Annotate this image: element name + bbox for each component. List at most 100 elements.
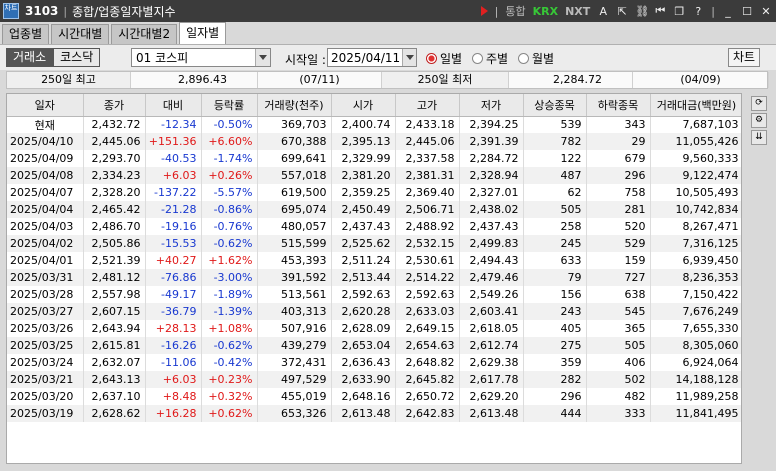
high-250-label: 250일 최고 [7, 72, 131, 88]
cell-date: 2025/03/28 [7, 286, 84, 303]
cell-low: 2,629.20 [459, 388, 524, 405]
table-row[interactable]: 2025/04/03 2,486.70 -19.16 -0.76% 480,057 2,4… [7, 218, 741, 235]
column-header[interactable]: 시가 [331, 94, 396, 117]
font-icon[interactable]: A [599, 4, 608, 18]
tab-bar: 업종별 시간대별 시간대별2 일자별 [0, 22, 776, 44]
cell-change: -12.34 [145, 116, 202, 133]
chart-button[interactable]: 차트 [728, 48, 760, 67]
sector-select[interactable]: 01 코스피 [131, 48, 271, 67]
toolbar: 거래소 코스닥 01 코스피 시작일 : 2025/04/11 일별 주별 월별… [0, 44, 776, 70]
kospi-market-button[interactable]: 거래소 [6, 48, 54, 67]
kosdaq-market-button[interactable]: 코스닥 [53, 48, 101, 67]
cell-change: +16.28 [145, 405, 202, 422]
minimize-icon[interactable]: _ [725, 4, 731, 18]
table-row[interactable]: 2025/04/07 2,328.20 -137.22 -5.57% 619,500 2,… [7, 184, 741, 201]
low-250-label: 250일 최저 [382, 72, 509, 88]
cell-date: 2025/03/31 [7, 269, 84, 286]
table-row[interactable]: 2025/03/21 2,643.13 +6.03 +0.23% 497,529 2,63… [7, 371, 741, 388]
cell-change: +28.13 [145, 320, 202, 337]
low-250-date: (04/09) [633, 72, 769, 88]
help-icon[interactable]: ? [695, 4, 702, 18]
cell-change: +8.48 [145, 388, 202, 405]
column-header[interactable]: 등락률 [201, 94, 258, 117]
maximize-icon[interactable]: ☐ [742, 4, 752, 18]
table-row[interactable]: 2025/04/01 2,521.39 +40.27 +1.62% 453,393 2,5… [7, 252, 741, 269]
cell-amount: 8,267,471 [650, 218, 741, 235]
column-header[interactable]: 종가 [83, 94, 146, 117]
play-icon[interactable] [480, 6, 488, 16]
all-market-button[interactable]: 통합 [505, 5, 526, 18]
refresh-icon[interactable]: ⟳ [751, 96, 767, 111]
cell-change: +151.36 [145, 133, 202, 150]
screen-code: 3103 [25, 4, 59, 18]
radio-dot[interactable] [426, 53, 437, 64]
cell-amount: 11,989,258 [650, 388, 741, 405]
column-header[interactable]: 저가 [459, 94, 524, 117]
table-row[interactable]: 2025/04/09 2,293.70 -40.53 -1.74% 699,641 2,3… [7, 150, 741, 167]
cell-low: 2,494.43 [459, 252, 524, 269]
table-row[interactable]: 현재 2,432.72 -12.34 -0.50% 369,703 2,400.74 2,4… [7, 116, 741, 133]
chevron-down-icon[interactable] [255, 49, 270, 66]
table-row[interactable]: 2025/03/20 2,637.10 +8.48 +0.32% 455,019 2,64… [7, 388, 741, 405]
cell-high: 2,514.22 [395, 269, 460, 286]
table-row[interactable]: 2025/03/19 2,628.62 +16.28 +0.62% 653,326 2,6… [7, 405, 741, 422]
start-date-value: 2025/04/11 [331, 50, 401, 65]
cell-open: 2,381.20 [331, 167, 396, 184]
cell-date: 2025/04/01 [7, 252, 84, 269]
link-icon[interactable]: ⛓ [635, 4, 650, 18]
table-row[interactable]: 2025/04/04 2,465.42 -21.28 -0.86% 695,074 2,4… [7, 201, 741, 218]
export-icon[interactable]: ⇱ [617, 4, 627, 18]
cell-rate: +6.60% [201, 133, 258, 150]
start-date-input[interactable]: 2025/04/11 [327, 48, 417, 67]
cell-rate: -3.00% [201, 269, 258, 286]
radio-dot[interactable] [472, 53, 483, 64]
krx-button[interactable]: KRX [532, 4, 559, 18]
table-row[interactable]: 2025/03/31 2,481.12 -76.86 -3.00% 391,592 2,5… [7, 269, 741, 286]
table-row[interactable]: 2025/03/27 2,607.15 -36.79 -1.39% 403,313 2,6… [7, 303, 741, 320]
tab-by-time-2[interactable]: 시간대별2 [111, 24, 178, 44]
cell-up: 782 [523, 133, 587, 150]
table-row[interactable]: 2025/03/26 2,643.94 +28.13 +1.08% 507,916 2,6… [7, 320, 741, 337]
cell-volume: 369,703 [257, 116, 332, 133]
column-header[interactable]: 일자 [7, 94, 84, 117]
cell-up: 405 [523, 320, 587, 337]
high-250-value: 2,896.43 [131, 72, 258, 88]
cell-rate: -0.50% [201, 116, 258, 133]
summary-bar: 250일 최고 2,896.43 (07/11) 250일 최저 2,284.7… [6, 71, 769, 89]
tab-by-date[interactable]: 일자별 [179, 22, 227, 44]
expand-down-icon[interactable]: ⇊ [751, 130, 767, 145]
table-row[interactable]: 2025/03/28 2,557.98 -49.17 -1.89% 513,561 2,5… [7, 286, 741, 303]
column-header[interactable]: 고가 [395, 94, 460, 117]
column-header[interactable]: 상승종목 [523, 94, 587, 117]
title-separator: | [63, 4, 68, 18]
radio-weekly[interactable]: 주별 [472, 50, 508, 67]
radio-daily[interactable]: 일별 [426, 50, 462, 67]
tab-by-sector[interactable]: 업종별 [2, 24, 50, 44]
cell-down: 343 [586, 116, 651, 133]
cell-down: 727 [586, 269, 651, 286]
cell-volume: 480,057 [257, 218, 332, 235]
calendar-dropdown-icon[interactable] [402, 49, 416, 66]
column-header[interactable]: 대비 [145, 94, 202, 117]
table-row[interactable]: 2025/04/08 2,334.23 +6.03 +0.26% 557,018 2,38… [7, 167, 741, 184]
settings-icon[interactable]: ⚙ [751, 113, 767, 128]
radio-label: 주별 [486, 52, 509, 66]
table-row[interactable]: 2025/04/02 2,505.86 -15.53 -0.62% 515,599 2,5… [7, 235, 741, 252]
radio-monthly[interactable]: 월별 [518, 50, 554, 67]
prev-icon[interactable]: ⏮ [655, 4, 666, 17]
table-row[interactable]: 2025/03/25 2,615.81 -16.26 -0.62% 439,279 2,6… [7, 337, 741, 354]
cell-close: 2,637.10 [83, 388, 146, 405]
close-icon[interactable]: ✕ [761, 4, 771, 18]
column-header[interactable]: 거래대금(백만원) [650, 94, 741, 117]
tab-by-time[interactable]: 시간대별 [51, 24, 110, 44]
cell-date: 2025/04/07 [7, 184, 84, 201]
radio-dot[interactable] [518, 53, 529, 64]
column-header[interactable]: 하락종목 [586, 94, 651, 117]
nxt-button[interactable]: NXT [565, 4, 591, 18]
cell-high: 2,337.58 [395, 150, 460, 167]
column-header[interactable]: 거래량(천주) [257, 94, 332, 117]
low-250-value: 2,284.72 [509, 72, 633, 88]
table-row[interactable]: 2025/03/24 2,632.07 -11.06 -0.42% 372,431 2,6… [7, 354, 741, 371]
window-icon[interactable]: ❐ [674, 4, 685, 18]
table-row[interactable]: 2025/04/10 2,445.06 +151.36 +6.60% 670,388 2,… [7, 133, 741, 150]
